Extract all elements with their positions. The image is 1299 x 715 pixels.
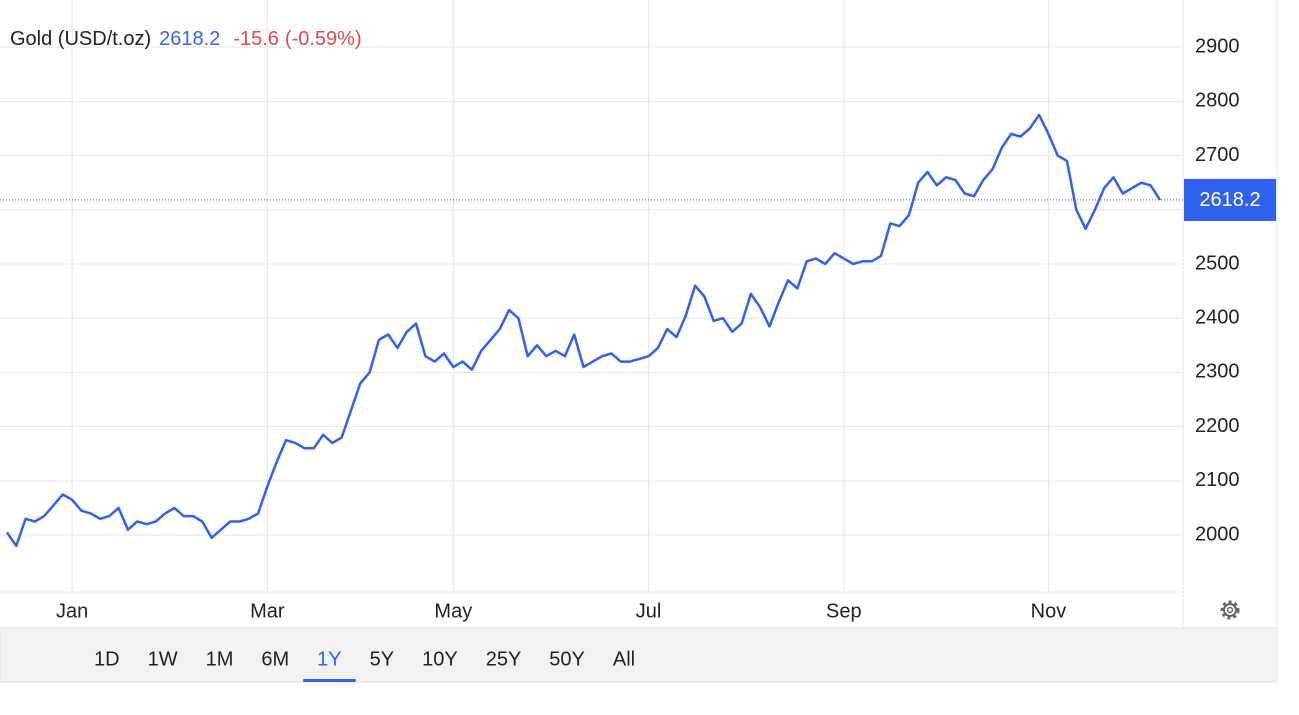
x-tick-label: Mar [250, 600, 285, 622]
header: Gold (USD/t.oz) 2618.2 -15.6 (-0.59%) [10, 28, 362, 50]
range-button[interactable]: 1D [94, 648, 120, 670]
range-button[interactable]: 10Y [422, 648, 458, 670]
last-price: 2618.2 [159, 28, 220, 50]
price-line [5, 113, 1162, 548]
range-button[interactable]: 25Y [486, 648, 522, 670]
range-button[interactable]: All [613, 648, 635, 670]
x-tick-label: Nov [1031, 600, 1067, 622]
instrument-name: Gold (USD/t.oz) [10, 28, 151, 50]
y-tick-label: 2800 [1195, 90, 1240, 112]
y-tick-label: 2200 [1195, 415, 1240, 437]
settings-icon[interactable] [1220, 600, 1240, 620]
range-button[interactable]: 1Y [317, 648, 341, 670]
x-tick-label: Sep [826, 600, 862, 622]
range-button[interactable]: 6M [261, 648, 289, 670]
y-tick-label: 2100 [1195, 469, 1240, 491]
range-button[interactable]: 50Y [549, 648, 585, 670]
last-price-badge-label: 2618.2 [1199, 189, 1260, 211]
range-button[interactable]: 1W [148, 648, 178, 670]
price-change: -15.6 [233, 28, 279, 50]
y-tick-label: 2400 [1195, 307, 1240, 329]
x-tick-label: Jan [56, 600, 88, 622]
y-tick-label: 2900 [1195, 35, 1240, 57]
x-tick-label: Jul [636, 600, 662, 622]
range-button[interactable]: 1M [206, 648, 234, 670]
x-tick-label: May [434, 600, 472, 622]
y-tick-label: 2000 [1195, 523, 1240, 545]
y-tick-label: 2500 [1195, 252, 1240, 274]
range-button[interactable]: 5Y [370, 648, 394, 670]
y-tick-label: 2700 [1195, 144, 1240, 166]
price-change-pct: (-0.59%) [285, 28, 362, 50]
range-selected-underline [303, 679, 356, 682]
range-bar [0, 627, 1278, 683]
y-tick-label: 2300 [1195, 361, 1240, 383]
last-price-badge [1184, 178, 1276, 221]
